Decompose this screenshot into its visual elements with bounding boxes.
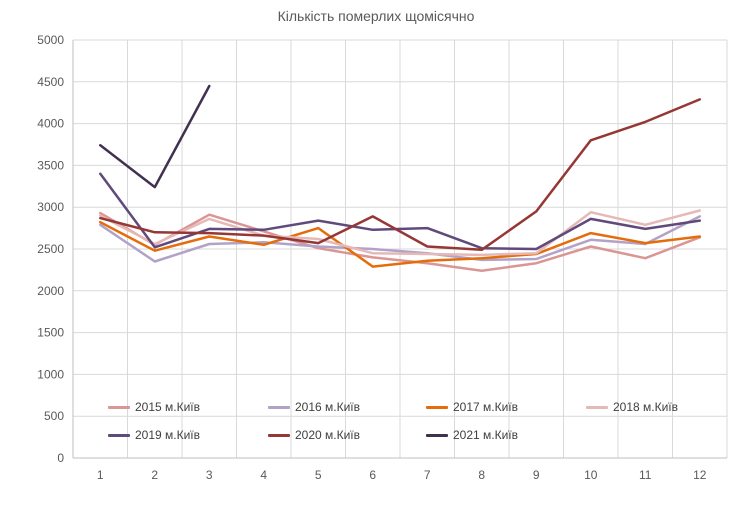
legend-item-2016: 2016 м.Київ [268,399,360,415]
x-axis-tick-label: 9 [533,468,540,482]
x-axis-tick-label: 5 [315,468,322,482]
legend-swatch-2017 [426,405,448,409]
x-axis-tick-label: 12 [693,468,707,482]
legend-swatch-2016 [268,405,290,409]
legend-swatch-2019 [108,433,130,437]
legend-label: 2015 м.Київ [135,400,201,414]
legend-swatch-2015 [108,405,130,409]
x-axis-tick-label: 4 [260,468,267,482]
legend-item-2018: 2018 м.Київ [586,399,678,415]
y-axis-tick-label: 0 [57,451,64,465]
legend-item-2020: 2020 м.Київ [268,427,360,443]
x-axis-tick-label: 11 [639,468,652,482]
x-axis-tick-label: 7 [424,468,431,482]
series-line-2021 [99,84,211,189]
x-axis-tick-label: 6 [369,468,376,482]
x-axis-tick-label: 10 [584,468,598,482]
legend-item-2021: 2021 м.Київ [426,427,518,443]
x-axis-tick-label: 2 [151,468,158,482]
y-axis-tick-label: 5000 [37,33,64,47]
y-axis-tick-label: 2500 [37,242,64,256]
series-line-2018 [99,209,702,257]
series-line-2015 [99,211,702,272]
y-axis-tick-label: 3000 [37,200,64,214]
legend-label: 2017 м.Київ [453,400,519,414]
legend-label: 2019 м.Київ [135,428,201,442]
legend-swatch-2020 [268,433,290,437]
chart-title: Кількість померлих щомісячно [277,8,475,24]
legend-item-2015: 2015 м.Київ [108,399,200,415]
series-line-2016 [99,215,702,263]
x-axis-tick-label: 3 [206,468,213,482]
legend-item-2019: 2019 м.Київ [108,427,200,443]
y-axis-tick-label: 2000 [37,284,64,298]
x-axis-tick-label: 8 [478,468,485,482]
y-axis-tick-label: 1500 [37,326,64,340]
legend-label: 2016 м.Київ [295,400,361,414]
series-line-2020 [99,98,702,252]
x-axis-tick-label: 1 [97,468,104,482]
legend-label: 2021 м.Київ [453,428,519,442]
legend-swatch-2021 [426,433,448,437]
y-axis-tick-label: 1000 [37,367,64,381]
y-axis-tick-label: 4500 [37,75,64,89]
y-axis-tick-label: 3500 [37,158,64,172]
series-line-2017 [99,220,702,268]
legend-swatch-2018 [586,405,608,409]
legend-label: 2020 м.Київ [295,428,361,442]
legend-label: 2018 м.Київ [613,400,679,414]
y-axis-tick-label: 500 [44,409,64,423]
y-axis-tick-label: 4000 [37,117,64,131]
legend-item-2017: 2017 м.Київ [426,399,518,415]
